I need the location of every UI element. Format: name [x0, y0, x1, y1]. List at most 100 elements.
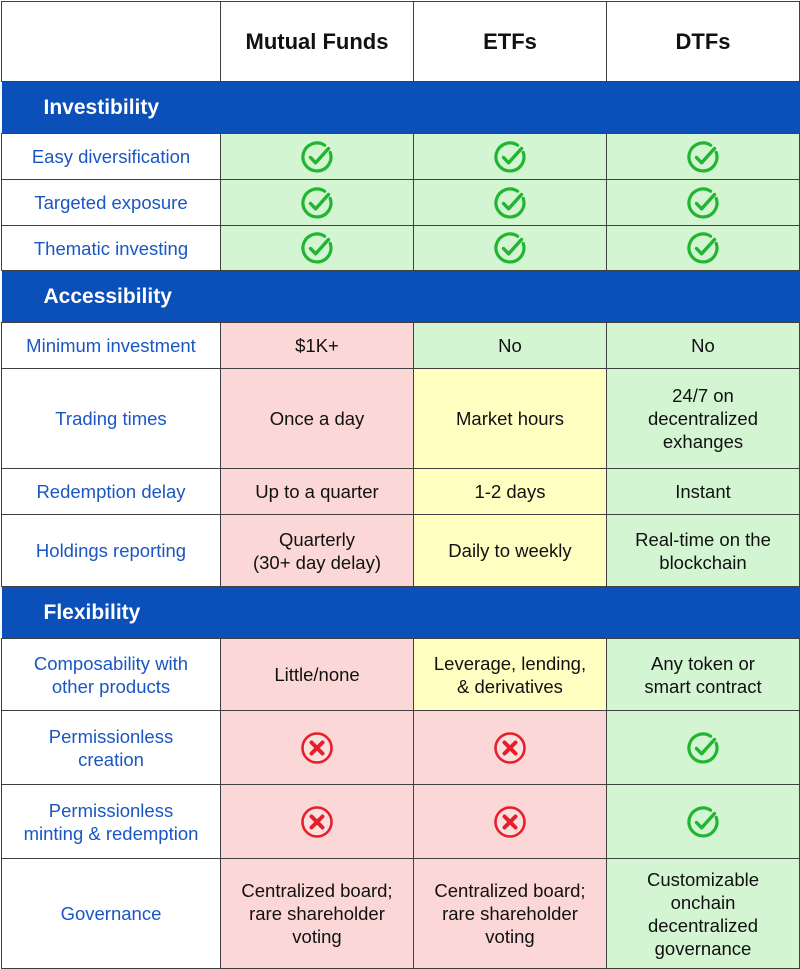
cell-value: Customizable onchain decentralized gover…: [646, 868, 760, 959]
cell-value: Quarterly (30+ day delay): [252, 528, 382, 573]
table-row: Composability with other products Little/…: [1, 638, 800, 711]
row-label: Holdings reporting: [1, 514, 221, 587]
table-row: Redemption delay Up to a quarter 1-2 days I…: [1, 468, 800, 515]
row-label: Composability with other products: [1, 638, 221, 711]
table-row: Permissionless minting & redemption: [1, 784, 800, 859]
row-label: Permissionless creation: [1, 710, 221, 785]
table-row: Trading times Once a day Market hours 24/7 …: [1, 368, 800, 469]
cell-value: No: [498, 335, 522, 356]
row-label-text: Permissionless minting & redemption: [23, 799, 199, 844]
section-title: Investibility: [1, 81, 800, 134]
column-header-row: Mutual Funds ETFs DTFs: [1, 1, 800, 82]
table-row: Governance Centralized board; rare shareh…: [1, 858, 800, 969]
cell-value: Up to a quarter: [255, 481, 379, 502]
column-header-dtfs: DTFs: [606, 1, 800, 82]
cell-mutual-funds: Up to a quarter: [220, 468, 414, 515]
cell-mutual-funds: [220, 225, 414, 271]
row-label-text: Redemption delay: [36, 481, 186, 502]
cell-dtfs: Instant: [606, 468, 800, 515]
check-icon: [300, 186, 334, 220]
cell-value: Instant: [675, 481, 731, 502]
row-label: Redemption delay: [1, 468, 221, 515]
cell-dtfs: Customizable onchain decentralized gover…: [606, 858, 800, 969]
cell-value: Centralized board; rare shareholder voti…: [241, 880, 393, 947]
cross-icon: [493, 805, 527, 839]
cell-dtfs: No: [606, 322, 800, 369]
row-label: Permissionless minting & redemption: [1, 784, 221, 859]
row-label-text: Minimum investment: [26, 335, 196, 356]
cell-etfs: [413, 179, 607, 226]
cell-mutual-funds: [220, 784, 414, 859]
cell-etfs: 1-2 days: [413, 468, 607, 515]
cell-mutual-funds: $1K+: [220, 322, 414, 369]
cell-mutual-funds: [220, 179, 414, 226]
section-title: Accessibility: [1, 270, 800, 323]
cell-etfs: No: [413, 322, 607, 369]
cell-dtfs: Real-time on the blockchain: [606, 514, 800, 587]
check-icon: [493, 140, 527, 174]
check-icon: [493, 231, 527, 265]
cell-etfs: Leverage, lending, & derivatives: [413, 638, 607, 711]
cell-value: Market hours: [456, 408, 564, 429]
check-icon: [686, 140, 720, 174]
column-header-mutual-funds: Mutual Funds: [220, 1, 414, 82]
cross-icon: [300, 731, 334, 765]
cell-value: Daily to weekly: [448, 540, 572, 561]
section-header-accessibility: Accessibility: [1, 270, 800, 323]
cell-etfs: [413, 133, 607, 180]
cell-value: $1K+: [295, 335, 339, 356]
cross-icon: [493, 731, 527, 765]
table-row: Permissionless creation: [1, 710, 800, 785]
cell-etfs: [413, 784, 607, 859]
row-label-text: Easy diversification: [31, 146, 191, 167]
cell-value: Little/none: [274, 664, 360, 685]
cell-value: Once a day: [269, 408, 365, 429]
section-header-flexibility: Flexibility: [1, 586, 800, 639]
cell-dtfs: [606, 784, 800, 859]
table-body: Investibility Easy diversification Targete…: [1, 81, 800, 969]
table-row: Thematic investing: [1, 225, 800, 271]
cell-value: Leverage, lending, & derivatives: [433, 652, 587, 697]
cell-mutual-funds: Quarterly (30+ day delay): [220, 514, 414, 587]
check-icon: [300, 140, 334, 174]
cell-dtfs: [606, 133, 800, 180]
table-row: Holdings reporting Quarterly (30+ day del…: [1, 514, 800, 587]
cell-mutual-funds: Centralized board; rare shareholder voti…: [220, 858, 414, 969]
row-label-text: Thematic investing: [33, 237, 189, 259]
cell-value: Centralized board; rare shareholder voti…: [434, 880, 586, 947]
row-label-text: Holdings reporting: [35, 540, 187, 561]
column-header-etfs: ETFs: [413, 1, 607, 82]
cell-etfs: Market hours: [413, 368, 607, 469]
cell-dtfs: [606, 179, 800, 226]
cell-dtfs: Any token or smart contract: [606, 638, 800, 711]
cell-dtfs: [606, 710, 800, 785]
check-icon: [493, 186, 527, 220]
cross-icon: [300, 805, 334, 839]
cell-etfs: [413, 710, 607, 785]
section-header-investibility: Investibility: [1, 81, 800, 134]
column-header-empty: [1, 1, 221, 82]
check-icon: [686, 231, 720, 265]
check-icon: [686, 805, 720, 839]
cell-value: Any token or smart contract: [644, 652, 762, 697]
table-row: Minimum investment $1K+ No No: [1, 322, 800, 369]
cell-value: Real-time on the blockchain: [635, 528, 771, 573]
check-icon: [686, 731, 720, 765]
row-label-text: Trading times: [55, 408, 167, 429]
row-label-text: Permissionless creation: [48, 725, 174, 770]
section-title: Flexibility: [1, 586, 800, 639]
check-icon: [686, 186, 720, 220]
cell-etfs: Daily to weekly: [413, 514, 607, 587]
row-label: Thematic investing: [1, 225, 221, 271]
cell-value: 24/7 on decentralized exhanges: [647, 385, 759, 452]
cell-etfs: [413, 225, 607, 271]
row-label: Targeted exposure: [1, 179, 221, 226]
table-row: Targeted exposure: [1, 179, 800, 226]
cell-dtfs: [606, 225, 800, 271]
row-label: Minimum investment: [1, 322, 221, 369]
cell-mutual-funds: Little/none: [220, 638, 414, 711]
row-label-text: Composability with other products: [33, 652, 189, 697]
check-icon: [300, 231, 334, 265]
cell-dtfs: 24/7 on decentralized exhanges: [606, 368, 800, 469]
